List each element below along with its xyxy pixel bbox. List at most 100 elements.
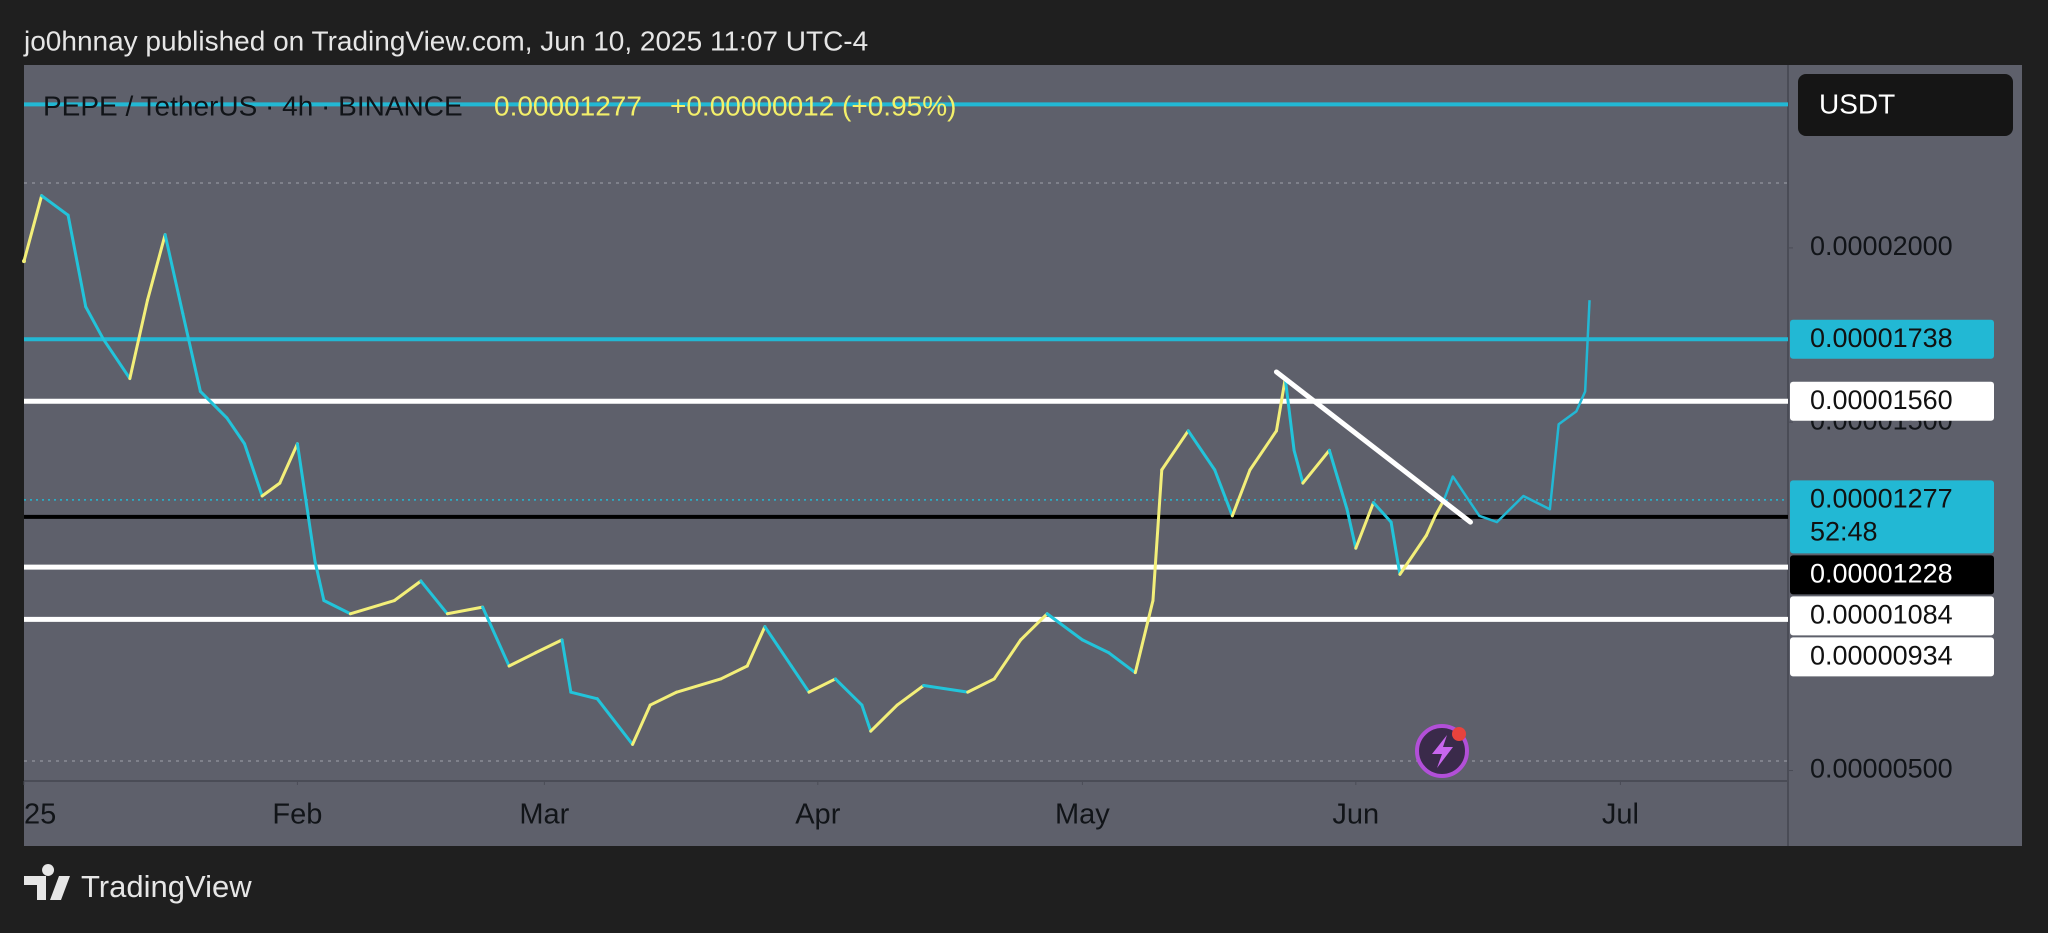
price-segment: [745, 625, 767, 668]
price-segment: [1389, 520, 1402, 576]
price-segment: [833, 677, 864, 707]
price-badge: [1790, 555, 1994, 595]
x-tick-label: Apr: [795, 799, 840, 831]
price-segment: [763, 625, 793, 668]
price-segment: [560, 638, 573, 694]
price-segment: [1080, 638, 1111, 655]
price-segment: [1045, 612, 1084, 642]
price-segment: [419, 579, 449, 616]
brand: TradingView: [81, 869, 252, 904]
price-segment: [648, 690, 679, 707]
price-badge: [1790, 381, 1994, 421]
symbol: PEPE / TetherUS · 4h · BINANCE: [43, 90, 463, 121]
price-segment: [507, 651, 538, 668]
currency-button[interactable]: [1798, 74, 2013, 136]
price-badge-label: 0.00000934: [1810, 640, 1953, 670]
price-segment: [895, 684, 926, 707]
price-badge-label: 0.00001738: [1810, 323, 1953, 353]
price-segment: [40, 194, 70, 217]
price-segment: [966, 677, 996, 694]
price-segment: [1248, 429, 1278, 472]
change: +0.00000012 (+0.95%): [670, 90, 956, 121]
price-badge: [1790, 596, 1994, 636]
y-tick-label: 0.00000500: [1810, 754, 1953, 784]
price-segment: [675, 677, 723, 694]
price-segment: [569, 690, 599, 701]
price-segment: [295, 442, 317, 563]
price-segment: [922, 684, 970, 694]
y-tick-label: 0.00002000: [1810, 231, 1953, 261]
price-segment: [84, 305, 105, 341]
chart-panel: [24, 65, 2022, 846]
price-segment: [225, 416, 246, 446]
price-segment: [66, 213, 88, 309]
price-segment: [322, 599, 352, 616]
countdown: 52:48: [1810, 516, 1878, 546]
price-segment: [1424, 514, 1437, 537]
price-segment: [1186, 429, 1217, 472]
price-segment: [719, 664, 749, 681]
price-badge: [1790, 319, 1994, 359]
price-segment: [145, 233, 167, 302]
price-segment: [992, 638, 1023, 681]
price-segment: [260, 481, 282, 498]
price-segment: [1345, 507, 1358, 550]
price-segment: [1371, 501, 1393, 524]
price-segment: [1274, 377, 1287, 433]
price-segment: [445, 605, 485, 616]
price-badge-label: 0.00001560: [1810, 385, 1953, 415]
price-segment: [1133, 599, 1155, 675]
price-segment: [1230, 468, 1252, 518]
price-segment: [1019, 612, 1049, 642]
x-tick-label: May: [1055, 799, 1110, 831]
brand-logo: [24, 864, 70, 900]
price-segment: [348, 599, 396, 616]
x-tick-label: Mar: [519, 799, 569, 831]
projection-line: [1442, 300, 1591, 524]
price-segment: [243, 442, 264, 498]
price-segment: [1398, 533, 1428, 576]
price-segment: [392, 579, 423, 603]
price-badge: [1790, 637, 1994, 677]
currency[interactable]: USDT: [1819, 88, 1895, 119]
price-segment: [1160, 429, 1190, 472]
price-segment: [22, 194, 44, 263]
alert-dot: [1452, 727, 1466, 741]
price-segment: [1283, 377, 1296, 452]
price-segment: [1301, 448, 1331, 485]
price-segment: [1107, 651, 1137, 675]
price-segment: [163, 233, 185, 315]
price-segment: [789, 664, 811, 694]
price-segment: [1354, 501, 1375, 550]
price-segment: [1213, 468, 1234, 518]
price-segment: [534, 638, 564, 655]
price-badge: [1790, 480, 1994, 554]
alert-bolt: [1432, 735, 1453, 768]
price-segment: [1327, 448, 1349, 511]
x-tick-label: Jun: [1332, 799, 1379, 831]
price-segment: [807, 677, 837, 694]
x-tick-label: Feb: [272, 799, 322, 831]
price: 0.00001277: [494, 90, 642, 121]
price-segment: [128, 298, 149, 381]
price-segment: [101, 337, 132, 381]
price-segment: [481, 605, 511, 668]
price-segment: [869, 703, 899, 733]
overlay: PEPE / TetherUS · 4h · BINANCE 0.0000127…: [24, 74, 2013, 904]
price-badge-label: 0.00001277: [1810, 483, 1953, 513]
price-segment: [313, 559, 326, 603]
marks: 25FebMarAprMayJunJul0.000020000.00001500…: [22, 102, 1994, 831]
price-segment: [1292, 448, 1305, 485]
trendline: [1273, 369, 1473, 525]
price-segment: [595, 697, 635, 746]
price-segment: [860, 703, 873, 733]
price-segment: [198, 389, 229, 420]
x-tick-label: Jul: [1602, 799, 1639, 831]
x-tick-label: 25: [24, 799, 56, 831]
price-segment: [631, 703, 652, 746]
price-segment: [181, 311, 202, 393]
attribution: jo0hnnay published on TradingView.com, J…: [23, 25, 868, 56]
price-badge-label: 0.00001228: [1810, 558, 1953, 588]
